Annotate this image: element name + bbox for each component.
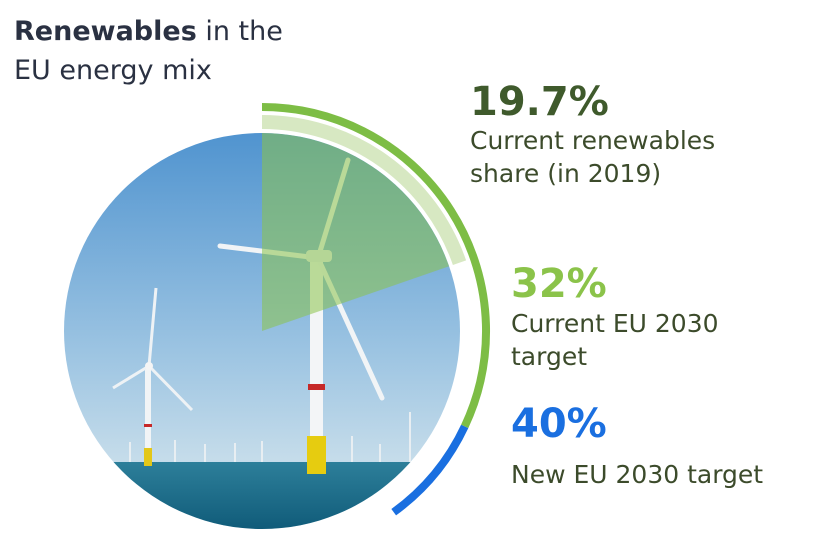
- stat-label-current-line1: Current renewables: [470, 126, 716, 155]
- stat-label-32-line2: target: [511, 342, 588, 371]
- stat-value-40: 40%: [511, 401, 607, 447]
- stat-label-current-line2: share (in 2019): [470, 159, 662, 188]
- page-title: Renewables in the EU energy mix: [14, 12, 283, 90]
- title-bold: Renewables: [14, 16, 197, 47]
- stat-label-32-line1: Current EU 2030: [511, 309, 719, 338]
- arc-19-7-band: [261, 115, 467, 265]
- title-rest: in the: [196, 16, 283, 47]
- renewables-share-sector: [262, 133, 450, 331]
- distant-turbines: [129, 412, 411, 462]
- stat-value-32: 32%: [511, 261, 607, 307]
- stat-value-current: 19.7%: [470, 79, 609, 125]
- arc-32-target: [261, 103, 491, 429]
- stat-label-40-line1: New EU 2030 target: [511, 460, 764, 489]
- turbine-small: [112, 287, 194, 466]
- title-line2: EU energy mix: [14, 55, 212, 86]
- arc-40-target: [391, 424, 469, 516]
